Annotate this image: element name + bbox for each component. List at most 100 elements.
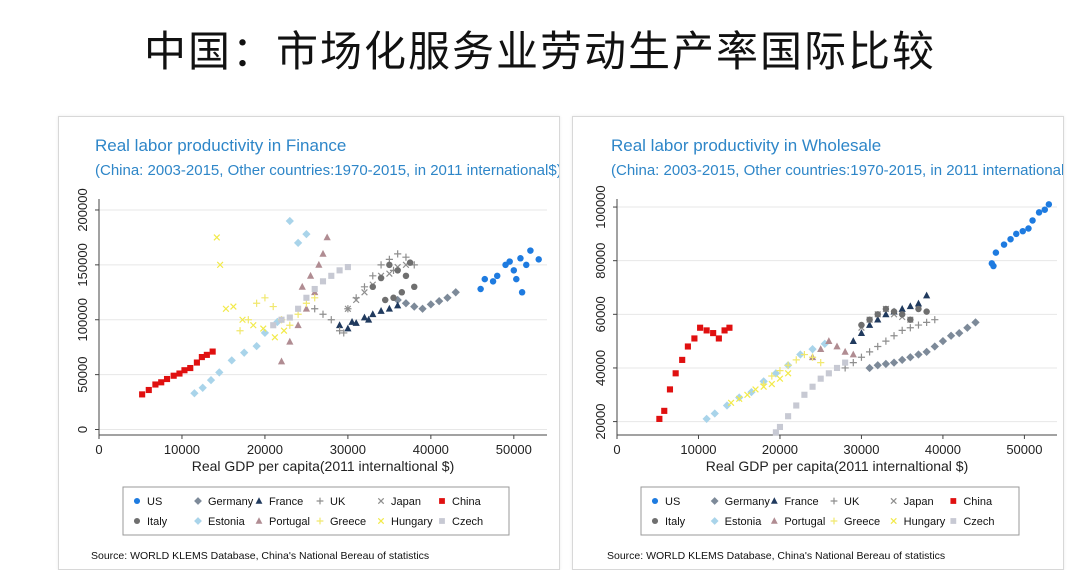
data-point — [702, 414, 711, 424]
data-point — [971, 318, 980, 327]
data-point — [801, 391, 808, 398]
legend-label: Japan — [391, 496, 421, 508]
data-point — [923, 308, 930, 315]
data-point — [963, 323, 972, 332]
data-point — [833, 342, 841, 350]
series-france — [849, 291, 931, 345]
data-point — [230, 303, 237, 310]
legend-marker — [439, 518, 445, 524]
data-point — [443, 293, 452, 302]
data-point — [857, 329, 866, 336]
series-uk — [311, 250, 418, 337]
data-point — [923, 318, 931, 326]
data-point — [710, 409, 719, 418]
data-point — [344, 263, 351, 271]
data-point — [377, 307, 385, 314]
legend-item-hungary: Hungary — [890, 516, 946, 528]
series-china — [139, 348, 216, 398]
data-point — [311, 294, 319, 302]
data-point — [710, 330, 717, 337]
data-point — [858, 321, 865, 329]
data-point — [898, 355, 907, 365]
data-point — [293, 238, 303, 248]
data-point — [890, 332, 898, 340]
legend-marker — [890, 517, 897, 525]
legend-label: France — [784, 496, 818, 508]
legend-box — [122, 486, 510, 536]
data-point — [1045, 201, 1053, 208]
legend-marker — [194, 517, 202, 525]
series-hungary — [727, 370, 792, 407]
data-point — [727, 399, 735, 407]
page-title: 中国：市场化服务业劳动生产率国际比较 — [143, 27, 936, 76]
series-portugal — [808, 337, 857, 361]
data-point — [771, 369, 781, 378]
legend-item-china: China — [950, 496, 993, 508]
data-point — [808, 353, 817, 361]
legend-marker — [439, 498, 445, 504]
data-point — [1007, 235, 1014, 243]
data-point — [1025, 225, 1032, 232]
chart2-gridlines — [617, 206, 1057, 423]
legend-marker — [255, 497, 263, 504]
data-point — [410, 302, 419, 311]
data-point — [426, 300, 435, 309]
data-point — [865, 348, 874, 356]
data-point — [360, 313, 369, 321]
chart2-subtitle: (China: 2003-2015, Other countries:1970-… — [611, 162, 1063, 179]
y-tick-label: 100000 — [593, 185, 608, 228]
data-point — [849, 358, 857, 367]
data-point — [402, 253, 410, 261]
data-point — [315, 260, 323, 268]
data-point — [222, 305, 230, 313]
data-point — [493, 272, 501, 280]
data-point — [216, 261, 224, 269]
data-point — [435, 296, 444, 306]
legend-label: Portugal — [269, 516, 310, 528]
wholesale-chart-panel: Real labor productivity in Wholesale (Chi… — [572, 116, 1064, 570]
data-point — [394, 267, 401, 274]
chart1-source-note: Source: WORLD KLEMS Database, China's Na… — [91, 550, 429, 562]
data-point — [271, 334, 279, 341]
wholesale-scatter-chart: Real labor productivity in Wholesale (Chi… — [593, 136, 1063, 562]
data-point — [772, 429, 779, 436]
series-czech — [270, 263, 351, 329]
series-france — [335, 301, 402, 332]
data-point — [1035, 209, 1043, 216]
data-point — [323, 233, 331, 241]
chart1-legend: US Germany France UK Japan China Italy Estonia P… — [122, 486, 510, 536]
data-point — [808, 345, 817, 354]
data-point — [882, 305, 890, 313]
data-point — [857, 353, 866, 361]
data-point — [1013, 230, 1020, 238]
data-point — [820, 339, 829, 348]
data-point — [825, 370, 832, 377]
legend-label: China — [452, 496, 482, 508]
data-point — [842, 359, 849, 366]
data-point — [277, 357, 286, 365]
data-point — [517, 255, 524, 262]
data-point — [215, 368, 224, 377]
data-point — [270, 322, 277, 329]
data-point — [1000, 241, 1008, 248]
legend-item-us: US — [133, 496, 162, 508]
y-tick-label: 50000 — [75, 357, 90, 393]
data-point — [874, 315, 882, 323]
data-point — [302, 229, 311, 239]
data-point — [361, 288, 368, 296]
y-tick-label: 60000 — [593, 296, 608, 332]
legend-marker — [651, 517, 659, 525]
series-uk — [841, 316, 939, 372]
data-point — [726, 324, 733, 331]
series-germany — [865, 318, 980, 373]
legend-item-hungary: Hungary — [377, 516, 433, 528]
data-point — [348, 317, 356, 325]
data-point — [768, 380, 776, 388]
data-point — [335, 327, 344, 335]
data-point — [278, 316, 285, 323]
data-point — [477, 285, 484, 293]
legend-marker — [950, 498, 957, 504]
data-point — [328, 272, 335, 279]
legend-label: Japan — [904, 496, 934, 508]
data-point — [269, 302, 277, 311]
